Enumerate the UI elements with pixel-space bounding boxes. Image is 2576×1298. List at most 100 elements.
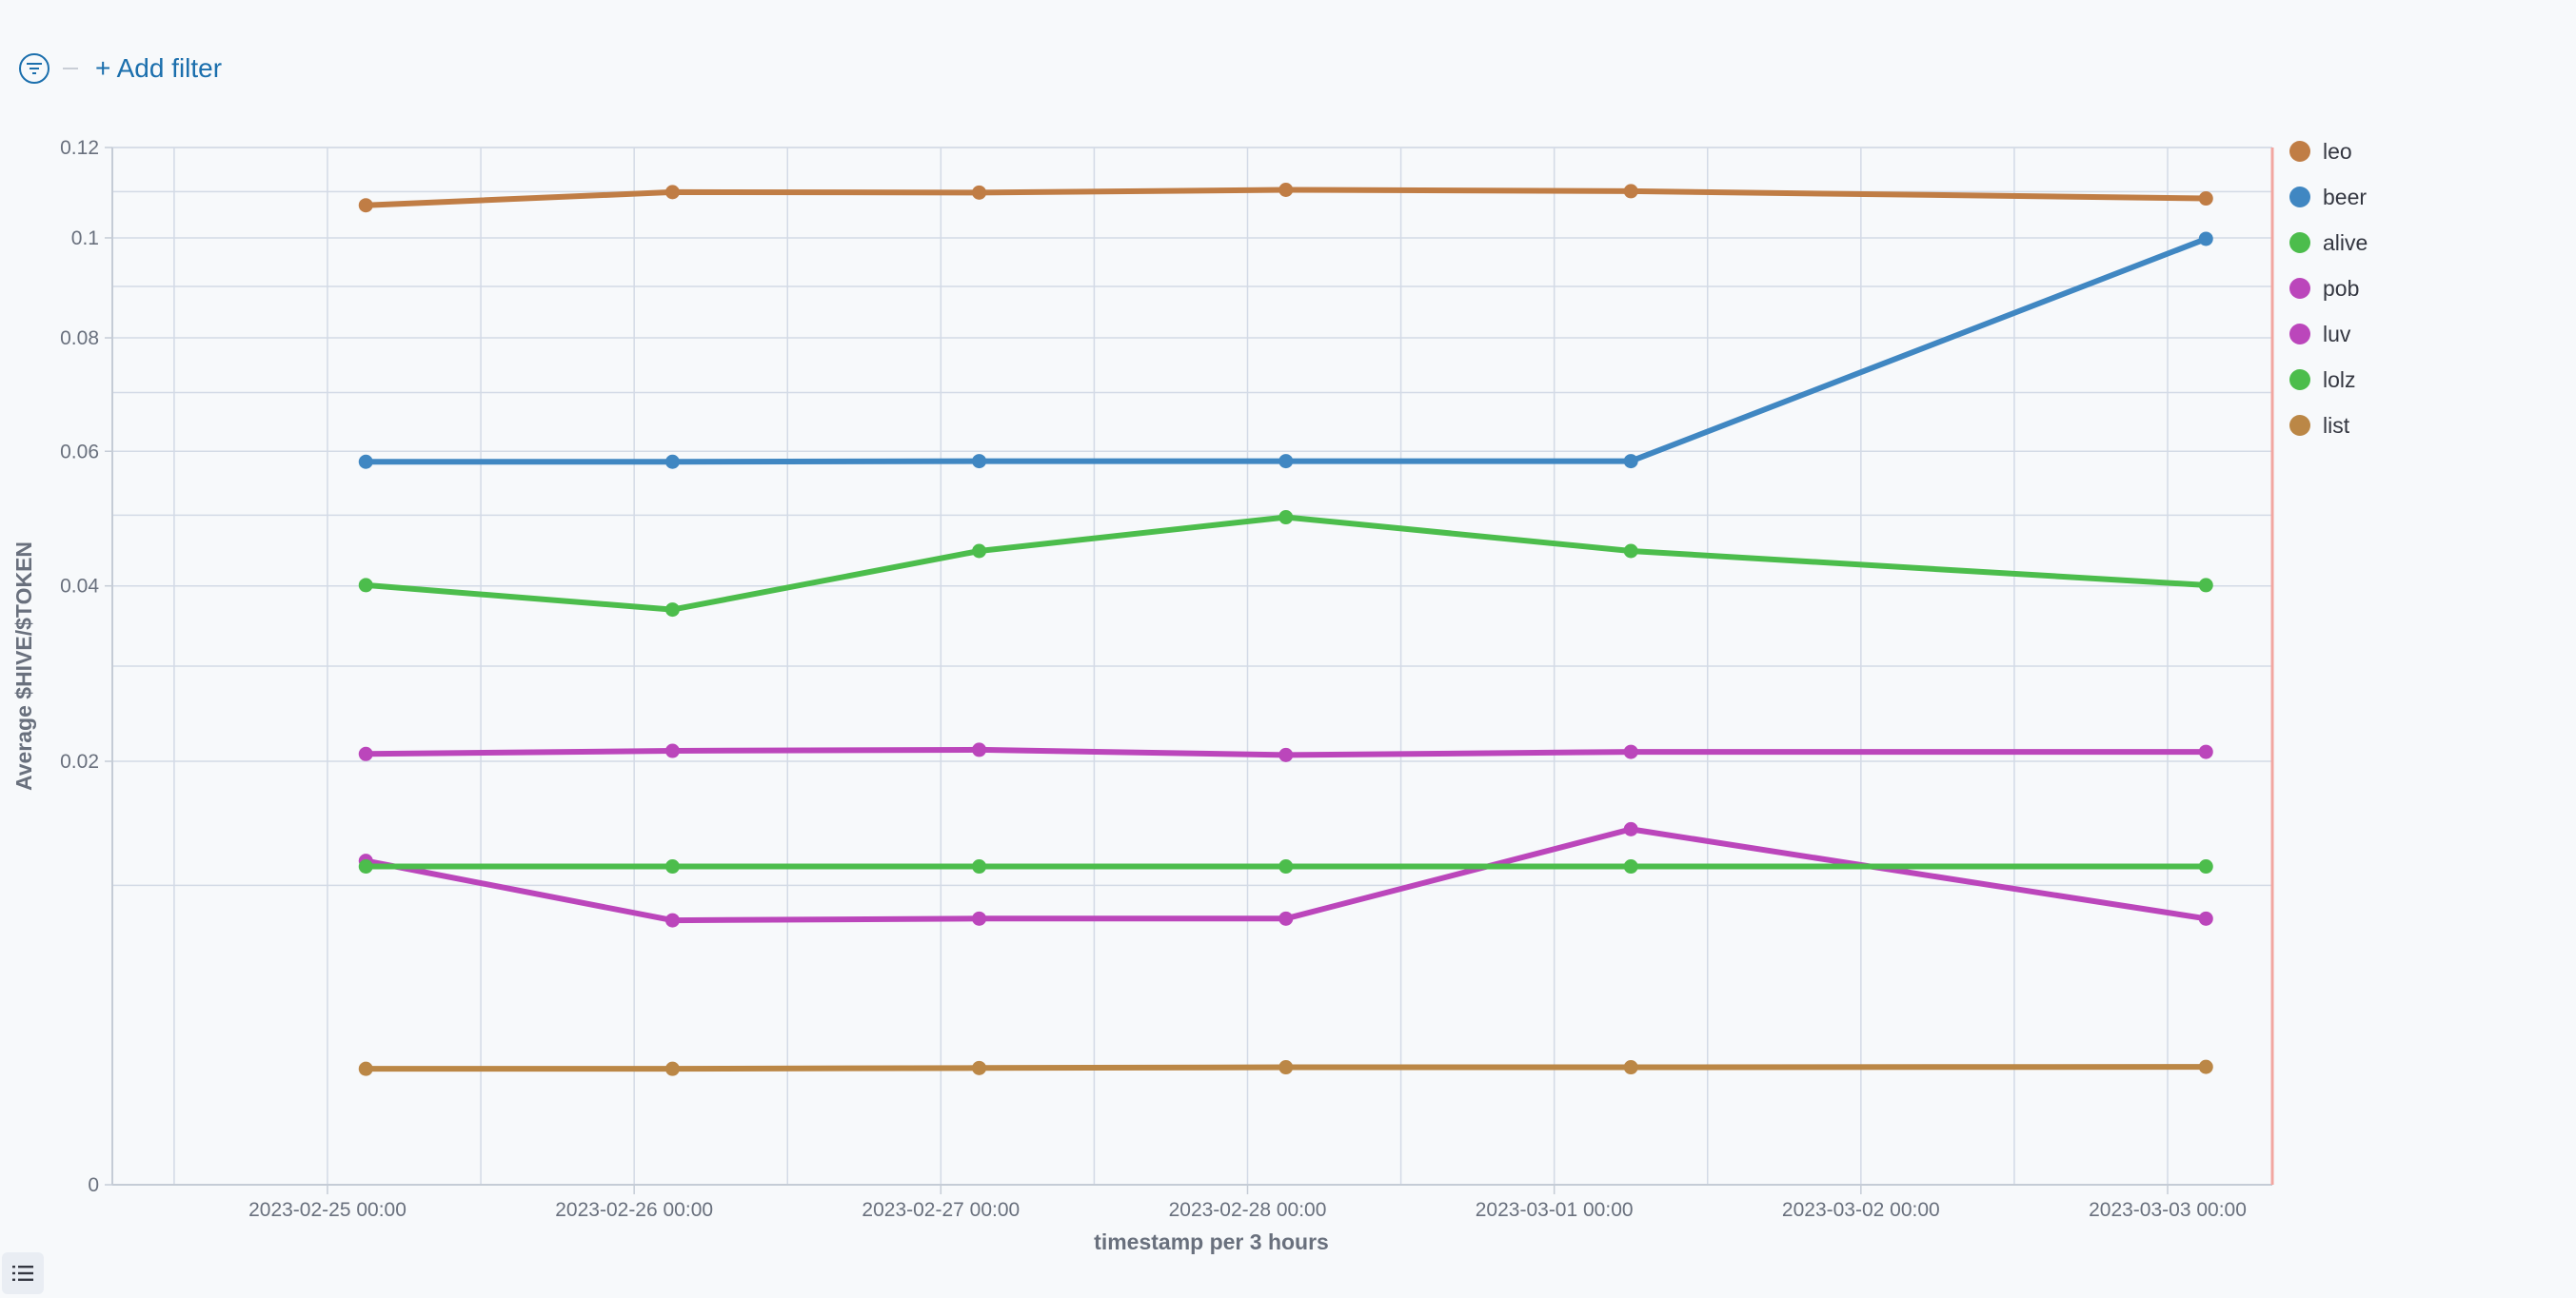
data-point-luv xyxy=(972,911,987,926)
data-point-leo xyxy=(358,198,373,213)
series-alive xyxy=(358,510,2213,618)
data-point-luv xyxy=(1278,911,1294,926)
data-point-lolz xyxy=(1278,859,1294,875)
x-tick-label: 2023-02-27 00:00 xyxy=(862,1199,1020,1221)
y-axis-title: Average $HIVE/$TOKEN xyxy=(11,541,36,791)
data-point-beer xyxy=(2198,231,2213,246)
data-point-lolz xyxy=(972,859,987,875)
filter-bar: + Add filter xyxy=(19,49,222,88)
filter-icon[interactable] xyxy=(19,53,50,84)
list-icon xyxy=(12,1266,33,1281)
series-line-leo xyxy=(363,187,2209,208)
series-line-list xyxy=(363,1064,2209,1072)
series-leo xyxy=(358,183,2213,213)
y-tick-label: 0.08 xyxy=(60,327,99,349)
data-point-leo xyxy=(1623,184,1638,199)
legend-label: pob xyxy=(2323,276,2359,301)
data-point-lolz xyxy=(1623,859,1638,875)
legend-item-alive[interactable]: alive xyxy=(2289,230,2368,255)
data-point-list xyxy=(1278,1060,1294,1075)
filter-separator xyxy=(63,68,78,69)
data-point-alive xyxy=(664,602,680,618)
x-tick-label: 2023-02-25 00:00 xyxy=(248,1199,406,1221)
series-lolz xyxy=(358,859,2213,875)
data-point-pob xyxy=(1278,747,1294,762)
data-point-alive xyxy=(2198,578,2213,593)
legend-label: luv xyxy=(2323,322,2351,346)
legend-item-leo[interactable]: leo xyxy=(2289,139,2352,164)
legend-swatch xyxy=(2289,415,2310,436)
data-point-pob xyxy=(664,743,680,758)
series-pob xyxy=(358,742,2213,762)
series-beer xyxy=(358,231,2213,469)
data-point-lolz xyxy=(2198,859,2213,875)
legend-swatch xyxy=(2289,369,2310,390)
series-line-luv xyxy=(363,826,2209,924)
legend-item-lolz[interactable]: lolz xyxy=(2289,367,2356,392)
y-tick-label: 0.04 xyxy=(60,576,99,598)
series-line-pob xyxy=(363,746,2209,758)
data-point-lolz xyxy=(664,859,680,875)
data-point-leo xyxy=(972,185,987,200)
legend-toggle-button[interactable] xyxy=(2,1252,44,1294)
data-point-alive xyxy=(1623,543,1638,559)
legend-item-beer[interactable]: beer xyxy=(2289,185,2367,209)
data-point-leo xyxy=(2198,191,2213,206)
data-point-list xyxy=(1623,1060,1638,1075)
y-tick-label: 0.1 xyxy=(71,227,99,249)
data-point-leo xyxy=(664,185,680,200)
legend-label: leo xyxy=(2323,139,2352,164)
legend-item-luv[interactable]: luv xyxy=(2289,322,2351,346)
x-tick-label: 2023-03-02 00:00 xyxy=(1782,1199,1940,1221)
x-axis-title: timestamp per 3 hours xyxy=(1094,1229,1329,1254)
y-tick-label: 0.12 xyxy=(60,137,99,159)
data-point-alive xyxy=(972,543,987,559)
data-point-beer xyxy=(1278,454,1294,469)
data-point-list xyxy=(972,1060,987,1075)
legend-label: list xyxy=(2323,413,2350,438)
x-tick-label: 2023-02-26 00:00 xyxy=(555,1199,713,1221)
add-filter-button[interactable]: + Add filter xyxy=(95,53,223,83)
chart-series xyxy=(358,183,2213,1076)
legend-swatch xyxy=(2289,232,2310,253)
legend-swatch xyxy=(2289,278,2310,299)
data-point-beer xyxy=(972,454,987,469)
chart-legend: leo beer alive pob luv lolz list xyxy=(2289,139,2368,438)
legend-swatch xyxy=(2289,141,2310,162)
chart-axes: 0 0.02 0.04 0.06 0.08 0.1 0.12 2023-02-25 00:00… xyxy=(11,137,2274,1254)
y-tick-label: 0 xyxy=(88,1174,99,1196)
data-point-pob xyxy=(358,746,373,761)
legend-swatch xyxy=(2289,187,2310,207)
data-point-pob xyxy=(2198,744,2213,759)
legend-label: alive xyxy=(2323,230,2368,255)
y-tick-label: 0.02 xyxy=(60,751,99,773)
legend-swatch xyxy=(2289,324,2310,344)
legend-item-list[interactable]: list xyxy=(2289,413,2350,438)
data-point-alive xyxy=(1278,510,1294,525)
series-line-beer xyxy=(363,236,2209,465)
series-list xyxy=(358,1059,2213,1076)
y-tick-label: 0.06 xyxy=(60,441,99,462)
x-tick-label: 2023-03-01 00:00 xyxy=(1476,1199,1634,1221)
data-point-luv xyxy=(664,913,680,928)
data-point-list xyxy=(664,1061,680,1076)
data-point-luv xyxy=(2198,911,2213,926)
data-point-beer xyxy=(664,454,680,469)
legend-label: beer xyxy=(2323,185,2367,209)
data-point-pob xyxy=(972,742,987,757)
data-point-alive xyxy=(358,578,373,593)
legend-label: lolz xyxy=(2323,367,2356,392)
data-point-luv xyxy=(1623,821,1638,836)
legend-item-pob[interactable]: pob xyxy=(2289,276,2359,301)
data-point-list xyxy=(358,1061,373,1076)
series-line-alive xyxy=(363,514,2209,613)
data-point-beer xyxy=(1623,454,1638,469)
data-point-list xyxy=(2198,1059,2213,1074)
chart-grid xyxy=(112,147,2272,1185)
x-tick-label: 2023-03-03 00:00 xyxy=(2089,1199,2247,1221)
data-point-lolz xyxy=(358,859,373,875)
data-point-pob xyxy=(1623,744,1638,759)
data-point-leo xyxy=(1278,183,1294,198)
